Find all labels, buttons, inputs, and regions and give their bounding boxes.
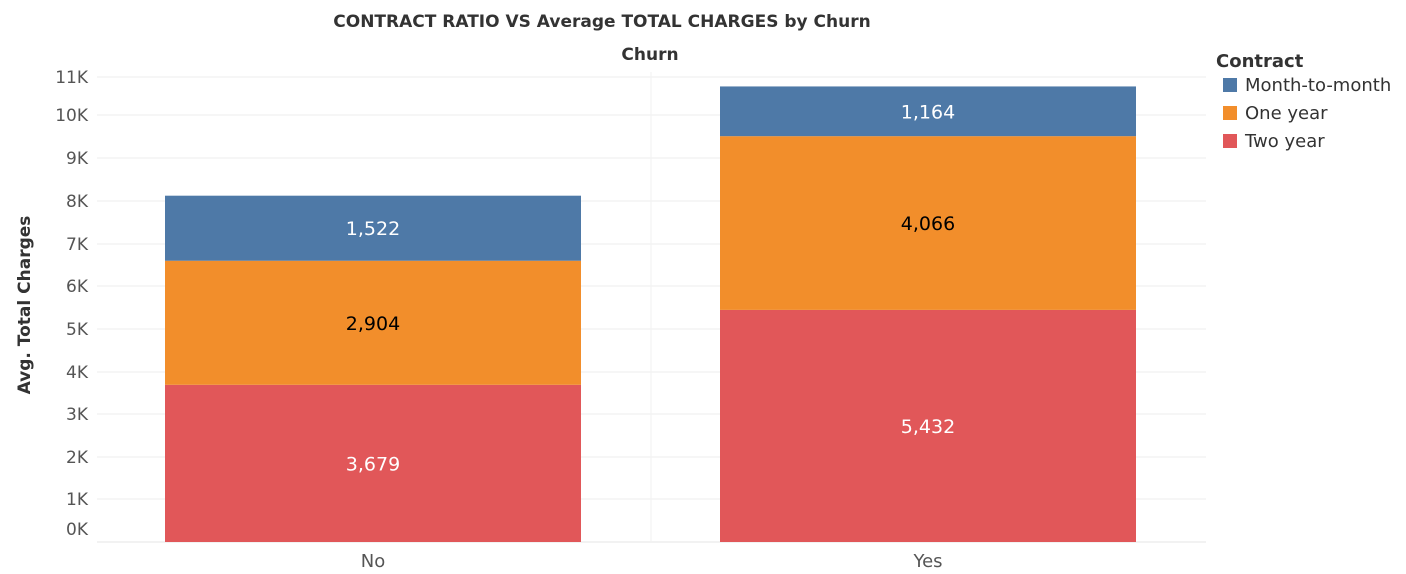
column-header: Churn <box>621 45 678 65</box>
data-label: 1,164 <box>901 101 955 123</box>
y-tick-label: 0K <box>66 520 89 540</box>
y-tick-label: 8K <box>66 192 89 212</box>
bar-segment-month-to-month <box>165 195 581 261</box>
y-tick-label: 11K <box>55 68 89 88</box>
legend-swatch <box>1223 106 1237 120</box>
chart-title: CONTRACT RATIO VS Average TOTAL CHARGES … <box>333 12 870 32</box>
bar-segment-one-year <box>720 136 1136 310</box>
data-label: 2,904 <box>346 313 400 335</box>
data-label: 3,679 <box>346 453 400 475</box>
x-axis-categories: No Yes <box>361 551 943 572</box>
y-tick-label: 6K <box>66 277 89 297</box>
bar-segment-month-to-month <box>720 86 1136 137</box>
bar-segment-two-year <box>165 384 581 542</box>
legend-label: Two year <box>1244 131 1325 152</box>
y-tick-label: 5K <box>66 320 89 340</box>
x-category-label: No <box>361 551 385 572</box>
legend-swatch <box>1223 78 1237 92</box>
data-label: 5,432 <box>901 416 955 438</box>
bar-segment-two-year <box>720 309 1136 542</box>
y-tick-label: 4K <box>66 363 89 383</box>
legend-swatch <box>1223 134 1237 148</box>
y-axis-label: Avg. Total Charges <box>15 216 35 395</box>
bars: 3,679 2,904 1,522 5,432 4,066 1,164 <box>165 86 1136 542</box>
y-tick-label: 3K <box>66 405 89 425</box>
legend-label: Month-to-month <box>1245 75 1391 96</box>
data-label: 1,522 <box>346 218 400 240</box>
y-tick-label: 1K <box>66 490 89 510</box>
y-tick-label: 9K <box>66 149 89 169</box>
x-category-label: Yes <box>912 551 942 572</box>
y-axis-ticks: 0K 1K 2K 3K 4K 5K 6K 7K 8K 9K 10K 11K <box>55 68 89 540</box>
legend: Contract Month-to-month One year Two year <box>1216 51 1391 152</box>
legend-label: One year <box>1245 103 1328 124</box>
data-label: 4,066 <box>901 213 955 235</box>
bar-segment-one-year <box>165 260 581 385</box>
y-tick-label: 7K <box>66 235 89 255</box>
y-tick-label: 2K <box>66 448 89 468</box>
legend-title: Contract <box>1216 51 1304 72</box>
y-tick-label: 10K <box>55 106 89 126</box>
